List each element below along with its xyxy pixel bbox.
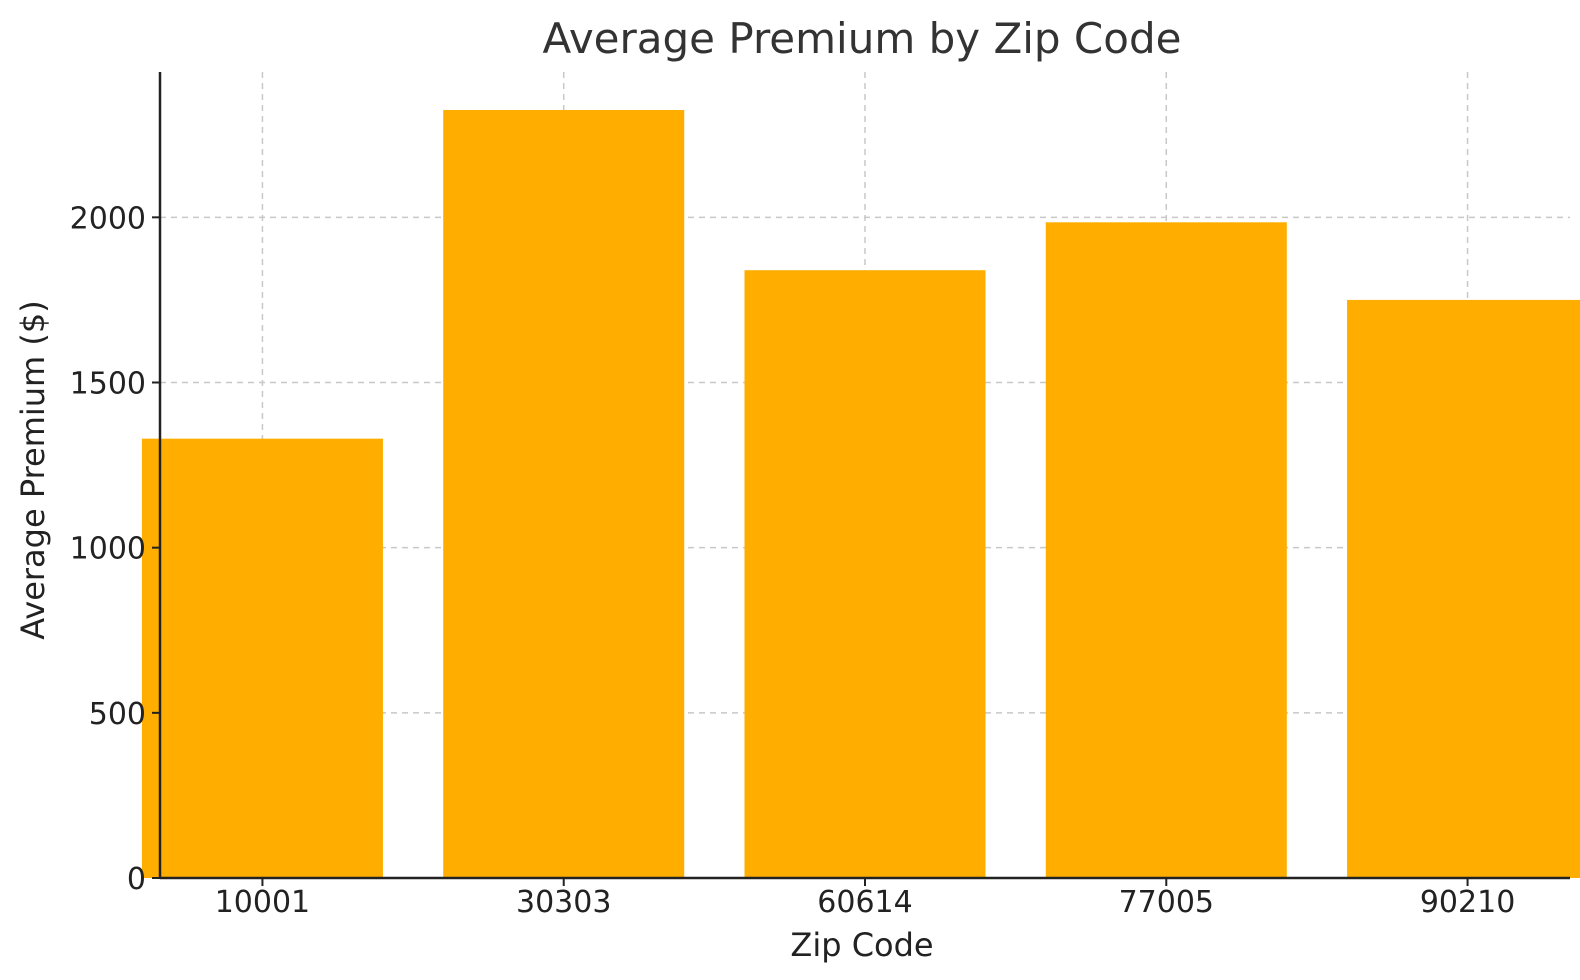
x-tick-label: 60614 xyxy=(817,885,912,920)
ticks-layer: 0 500 1000 1500 2000 10001 30303 60614 77005 9021… xyxy=(70,201,1516,920)
x-axis-label: Zip Code xyxy=(790,926,933,964)
x-tick-label: 90210 xyxy=(1420,885,1515,920)
y-axis-label: Average Premium ($) xyxy=(14,300,52,639)
chart-title: Average Premium by Zip Code xyxy=(543,14,1182,63)
x-tick-label: 10001 xyxy=(215,885,310,920)
bar-60614 xyxy=(744,270,986,878)
y-tick-label: 0 xyxy=(127,862,146,897)
bar-90210 xyxy=(1347,299,1580,878)
bars-layer xyxy=(141,109,1580,879)
y-tick-label: 1500 xyxy=(70,367,146,402)
y-tick-label: 2000 xyxy=(70,201,146,236)
bar-77005 xyxy=(1045,222,1287,878)
y-tick-label: 1000 xyxy=(70,532,146,567)
x-tick-label: 30303 xyxy=(516,885,611,920)
x-tick-label: 77005 xyxy=(1119,885,1214,920)
bar-30303 xyxy=(443,109,685,879)
bar-10001 xyxy=(141,438,383,878)
y-tick-label: 500 xyxy=(89,697,146,732)
